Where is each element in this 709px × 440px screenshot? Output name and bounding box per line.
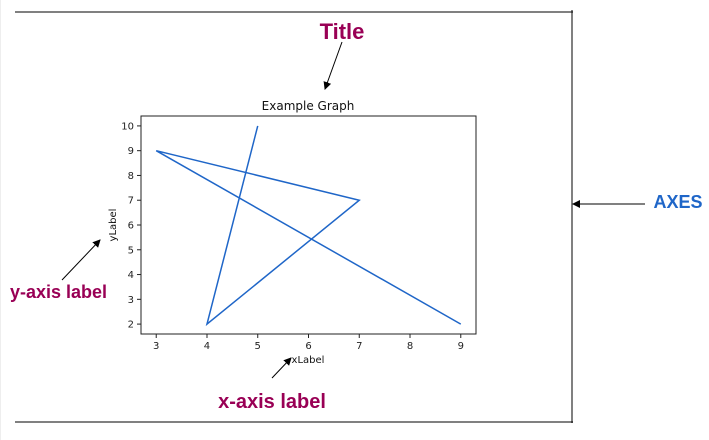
x-tick-label: 5: [255, 341, 261, 352]
ylabel-arrow: [61, 239, 101, 281]
ylabel-annotation: y-axis label: [10, 282, 107, 302]
x-tick-label: 3: [153, 341, 159, 352]
y-tick-label: 5: [128, 245, 134, 256]
title-annotation: Title: [320, 19, 365, 44]
xlabel-annotation: x-axis label: [218, 391, 326, 413]
x-tick-label: 6: [305, 341, 311, 352]
y-axis-label: yLabel: [108, 209, 119, 242]
plot-area: [140, 115, 477, 335]
axes-annotation: AXES: [653, 192, 702, 212]
y-tick-label: 6: [128, 221, 134, 232]
y-tick-label: 3: [128, 295, 134, 306]
y-tick-label: 7: [128, 196, 134, 207]
x-tick-label: 7: [356, 341, 362, 352]
x-tick-label: 4: [204, 341, 210, 352]
x-axis-label: xLabel: [292, 355, 325, 366]
x-tick-label: 9: [458, 341, 464, 352]
data-line: [155, 125, 462, 327]
chart-title: Example Graph: [262, 99, 355, 113]
x-tick-label: 8: [407, 341, 413, 352]
y-tick-label: 4: [128, 270, 134, 281]
y-tick-label: 9: [128, 146, 134, 157]
y-tick-label: 10: [121, 121, 134, 132]
title-arrow: [323, 41, 343, 90]
y-tick-label: 2: [128, 320, 134, 331]
xlabel-arrow: [271, 357, 292, 379]
y-tick-label: 8: [128, 171, 134, 182]
